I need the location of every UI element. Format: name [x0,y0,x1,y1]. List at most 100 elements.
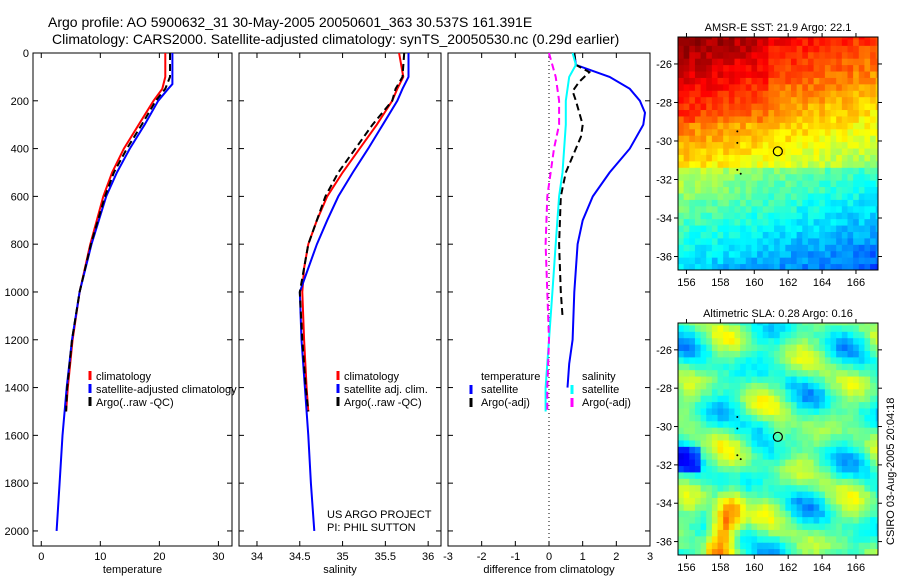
map-cell [689,529,696,537]
map-cell [836,51,843,59]
map-cell [870,427,877,435]
x-tick-label: 0 [546,551,552,563]
profile-panel-1: 0 10 20 30020040060080010001200140016001800… [5,48,238,576]
map-cell [836,459,843,467]
map-cell [751,344,758,351]
map-cell [824,37,832,40]
map-cell [847,90,854,98]
map-cell [841,542,848,550]
map-cell [757,263,764,271]
map-cell [694,218,702,226]
map-cell [683,446,690,454]
map-cell [841,337,848,345]
map-cell [700,395,707,403]
map-cell [734,77,741,85]
map-cell [706,154,713,162]
map-cell [847,263,854,271]
map-cell [717,382,724,390]
map-cell [864,535,871,543]
map-cell [717,542,724,550]
map-cell [728,58,735,66]
map-cell [853,37,860,40]
map-cell [858,548,865,556]
map-cell [870,154,877,162]
map-cell [774,212,781,220]
map-cell [757,529,764,537]
map-cell [745,542,752,550]
map-cell [858,218,865,226]
map-cell [870,446,877,454]
map-cell [779,503,786,511]
map-cell [853,186,860,194]
map-cell [683,51,690,59]
map-cell [734,109,741,117]
map-cell [779,478,786,486]
map-cell [813,382,820,390]
x-tick-label: 35 [336,551,348,563]
map-cell [813,471,820,479]
map-cell [711,231,719,239]
map-cell [841,212,848,220]
map-cell [807,446,815,454]
map-cell [678,231,685,239]
map-cell [858,465,865,473]
map-cell [768,128,775,136]
map-cell [847,38,854,46]
map-cell [841,128,848,136]
y-tick-label: 1200 [5,335,29,347]
map-cell [841,71,848,78]
map-cell [875,363,879,371]
map-cell [802,401,809,409]
map-cell [768,244,775,252]
series-line-satellite-adj-clim- [298,53,410,531]
map-cell [807,382,815,390]
map-cell [740,548,747,556]
map-cell [864,192,871,200]
map-cell [700,83,707,91]
map-cell [694,103,702,111]
map-cell [774,401,781,409]
map-cell [689,237,696,245]
map-cell [802,369,809,377]
map-cell [830,497,837,505]
map-cell [762,363,769,371]
float-track-dot [739,458,742,461]
map-cell [706,225,713,232]
map-cell [875,160,879,168]
map-cell [864,231,871,239]
map-cell [774,51,781,59]
y-tick-label: 200 [11,96,29,108]
map-cell [841,77,848,85]
map-cell [723,167,730,175]
map-cell [875,180,879,188]
map-cell [875,459,879,467]
map-cell [830,135,837,143]
map-cell [875,388,879,396]
map-cell [790,71,798,78]
map-cell [774,331,781,339]
map-cell [694,478,702,486]
map-cell [870,388,877,396]
map-cell [779,401,786,409]
map-cell [728,244,735,252]
map-cell [813,115,820,123]
map-cell [864,218,871,226]
map-cell [779,459,786,467]
map-cell [745,497,752,505]
map-cell [717,96,724,104]
map-cell [689,337,696,345]
map-cell [875,77,879,85]
map-cell [864,141,871,149]
map-cell [813,77,820,85]
map-cell [700,218,707,226]
map-cell [762,369,769,377]
map-cell [728,115,735,123]
float-track-dot [736,427,739,430]
map-cell [813,186,820,194]
map-cell [785,427,792,435]
map-cell [711,38,719,46]
map-cell [768,58,775,66]
y-tick-label: -36 [656,537,672,549]
map-cell [757,510,764,518]
map-cell [723,465,730,473]
